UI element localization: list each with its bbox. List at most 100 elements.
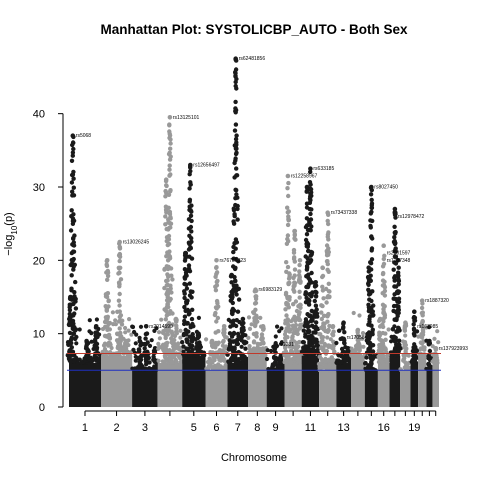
snp-point — [116, 271, 121, 276]
snp-point — [391, 267, 396, 272]
snp-point — [105, 327, 110, 332]
snp-annotation: rs62481856 — [239, 56, 266, 62]
snp-point — [369, 234, 374, 240]
snp-point — [304, 216, 310, 221]
snp-point — [167, 311, 172, 316]
chromosome-4-band — [157, 363, 183, 407]
x-tick-label: 6 — [213, 422, 219, 434]
snp-point — [308, 335, 313, 340]
snp-point — [213, 330, 218, 335]
snp-point — [163, 317, 168, 322]
snp-point — [232, 160, 237, 166]
snp-point — [67, 311, 73, 317]
peak-snp-point — [196, 331, 201, 337]
snp-point — [307, 292, 312, 297]
snp-point — [94, 317, 99, 322]
snp-point — [188, 182, 193, 187]
chromosome-14-points — [349, 310, 367, 407]
snp-point — [313, 283, 319, 288]
snp-point — [166, 241, 172, 247]
peak-snp-point — [68, 294, 73, 300]
snp-point — [303, 320, 308, 325]
snp-point — [286, 326, 291, 332]
snp-point — [307, 353, 312, 358]
peak-snp-point — [104, 258, 110, 263]
snp-point — [72, 294, 77, 299]
snp-point — [392, 260, 397, 265]
snp-point — [67, 320, 72, 326]
snp-point — [187, 311, 192, 316]
snp-point — [286, 193, 291, 199]
snp-point — [272, 362, 277, 367]
peak-snp-point — [70, 133, 76, 138]
snp-point — [366, 322, 371, 327]
snp-point — [233, 187, 238, 192]
snp-point — [286, 214, 291, 219]
chromosome-22-points — [430, 329, 441, 407]
snp-point — [342, 337, 347, 343]
snp-point — [167, 256, 173, 261]
snp-point — [286, 281, 291, 286]
snp-point — [214, 270, 220, 275]
snp-point — [89, 359, 94, 364]
peak-snp-point — [240, 316, 246, 322]
snp-point — [326, 294, 331, 299]
snp-point — [295, 331, 300, 337]
snp-point — [164, 305, 169, 310]
snp-point — [71, 193, 77, 198]
snp-point — [394, 303, 399, 308]
snp-point — [411, 353, 416, 359]
snp-point — [167, 249, 172, 254]
snp-point — [292, 314, 297, 320]
snp-point — [190, 347, 195, 353]
snp-point — [306, 248, 311, 254]
axes: 0 10 20 30 40 1 2 3 5 6 7 8 9 11 13 16 19 — [33, 109, 437, 434]
snp-annotation: rs6983129 — [259, 287, 283, 293]
snp-point — [162, 359, 167, 364]
snp-annotation: rs8027450 — [374, 185, 398, 191]
snp-point — [305, 244, 310, 249]
snp-point — [305, 256, 310, 261]
snp-point — [221, 338, 226, 344]
snp-point — [337, 360, 343, 365]
x-tick-label: 3 — [142, 422, 148, 434]
snp-point — [396, 276, 401, 282]
snp-point — [184, 286, 190, 291]
snp-point — [357, 342, 362, 347]
snp-point — [149, 338, 154, 343]
snp-point — [234, 86, 239, 91]
snp-point — [89, 331, 94, 336]
snp-point — [117, 314, 123, 320]
snp-point — [383, 337, 388, 342]
snp-point — [291, 283, 297, 288]
snp-point — [249, 353, 254, 358]
snp-point — [167, 225, 172, 230]
snp-point — [169, 360, 175, 365]
snp-point — [196, 315, 201, 320]
y-tick-label: 30 — [33, 182, 45, 194]
snp-point — [136, 347, 142, 352]
snp-point — [190, 332, 195, 337]
snp-point — [164, 350, 169, 356]
snp-point — [368, 218, 373, 223]
chromosome-19-band — [410, 363, 419, 407]
peak-snp-point — [137, 338, 143, 344]
snp-point — [82, 357, 87, 363]
snp-point — [360, 336, 365, 341]
peak-snp-point — [183, 250, 188, 256]
peak-snp-point — [320, 265, 325, 271]
snp-point — [67, 355, 72, 361]
snp-point — [308, 187, 314, 192]
snp-point — [294, 345, 299, 351]
snp-point — [163, 214, 168, 219]
snp-point — [73, 328, 78, 333]
x-tick-label: 19 — [408, 422, 420, 434]
snp-point — [188, 325, 193, 330]
snp-point — [229, 308, 235, 313]
x-tick-label: 13 — [338, 422, 350, 434]
snp-point — [123, 330, 128, 335]
snp-point — [392, 275, 397, 280]
snp-point — [138, 324, 144, 329]
snp-annotation: rs137923993 — [439, 346, 468, 352]
snp-point — [235, 217, 240, 222]
